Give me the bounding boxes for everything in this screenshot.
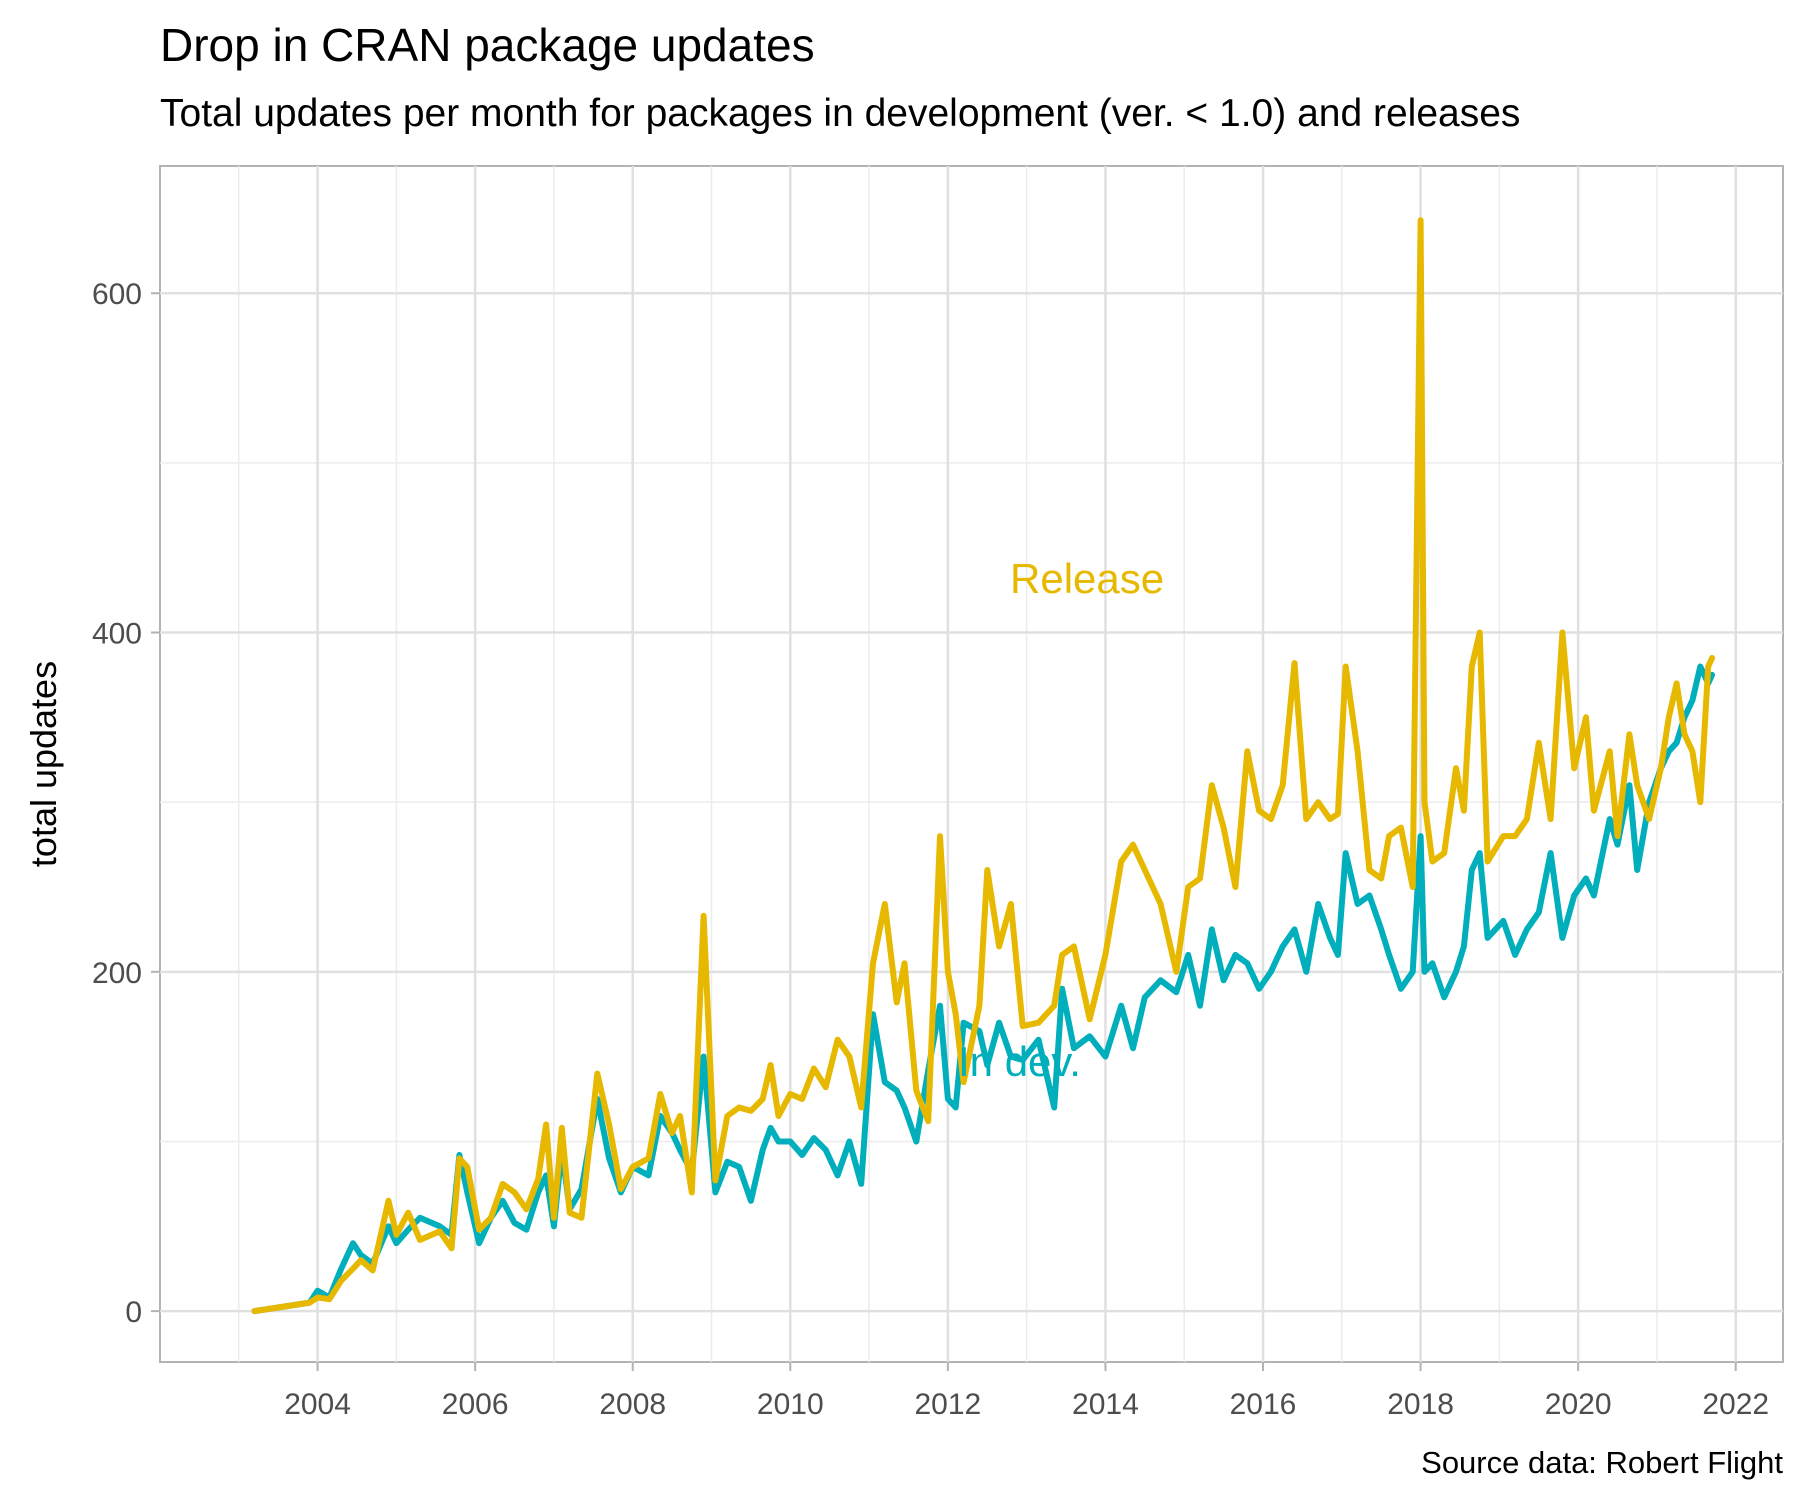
source-caption: Source data: Robert Flight <box>1421 1445 1783 1480</box>
y-tick-label: 200 <box>92 957 142 990</box>
y-tick-label: 0 <box>125 1296 142 1329</box>
x-tick-label: 2008 <box>599 1388 666 1421</box>
y-tick-label: 400 <box>92 618 142 651</box>
x-tick-label: 2018 <box>1387 1388 1454 1421</box>
series-label-in-dev: In dev. <box>958 1038 1081 1085</box>
x-tick-label: 2022 <box>1702 1388 1769 1421</box>
plot-panel <box>159 165 1784 1363</box>
x-tick-label: 2006 <box>442 1388 509 1421</box>
x-tick-label: 2012 <box>914 1388 981 1421</box>
chart-title: Drop in CRAN package updates <box>160 19 815 71</box>
chart-subtitle: Total updates per month for packages in … <box>160 92 1521 135</box>
series-line-release <box>251 217 1716 1315</box>
series-lines <box>251 217 1716 1315</box>
x-tick-label: 2016 <box>1230 1388 1297 1421</box>
series-label-release: Release <box>1010 555 1164 602</box>
x-axis: 2004 2006 2008 2010 2012 2014 2016 2018 2020 2022 <box>284 1362 1769 1421</box>
x-tick-label: 2014 <box>1072 1388 1139 1421</box>
y-axis-title: total updates <box>23 661 64 867</box>
minor-gridlines <box>160 166 1783 1362</box>
y-axis: 0 200 400 600 <box>92 278 160 1329</box>
y-tick-label: 600 <box>92 278 142 311</box>
series-line-in-dev <box>251 663 1716 1315</box>
x-tick-label: 2004 <box>284 1388 351 1421</box>
x-tick-label: 2020 <box>1545 1388 1612 1421</box>
x-tick-label: 2010 <box>757 1388 824 1421</box>
